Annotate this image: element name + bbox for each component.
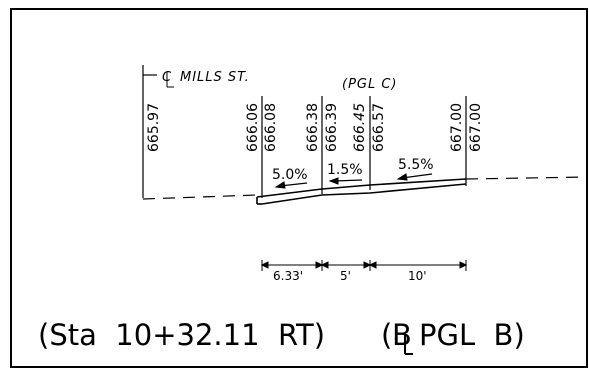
drawing-border: [10, 8, 588, 368]
centerline-marker: C MILLS ST.: [142, 65, 250, 198]
slope-label: 5.5%: [398, 157, 434, 173]
elevation-label: 667.00: [449, 103, 465, 152]
existing-ground-left: [142, 194, 258, 200]
elevation-label: 666.39: [324, 103, 340, 152]
existing-ground-right: [465, 176, 588, 180]
elevation-label: 666.57: [371, 103, 387, 152]
baseline-label: PGL B): [419, 318, 525, 352]
elevation-label: 666.38: [305, 103, 321, 152]
slope-arrow-icon: [274, 181, 308, 189]
dimension-label: 6.33': [273, 269, 303, 283]
dimension-label: 10': [408, 269, 427, 283]
centerline-symbol-icon: C: [162, 70, 174, 88]
dimension-label: 5': [340, 269, 351, 283]
profile-grade-label: (PGL C): [342, 77, 398, 92]
baseline-symbol-icon: [404, 334, 413, 355]
dimension-line: [260, 260, 468, 271]
slope-arrow-icon: [328, 177, 363, 185]
baseline-open-paren: (: [381, 318, 392, 352]
elevation-label: 666.08: [263, 103, 279, 152]
baseline-letter: B: [392, 318, 412, 352]
station-lines: [261, 96, 467, 198]
pavement-profile: [256, 178, 467, 205]
station-label: (Sta 10+32.11 RT): [38, 318, 325, 352]
centerline-label: MILLS ST.: [180, 70, 250, 85]
slope-label: 1.5%: [327, 162, 363, 178]
slope-label: 5.0%: [272, 167, 308, 183]
elevation-label: 666.45: [352, 103, 368, 152]
elevation-label: 666.06: [245, 103, 261, 152]
elevation-label: 665.97: [146, 103, 162, 152]
slope-arrow-icon: [396, 173, 433, 181]
elevation-label: 667.00: [468, 103, 484, 152]
